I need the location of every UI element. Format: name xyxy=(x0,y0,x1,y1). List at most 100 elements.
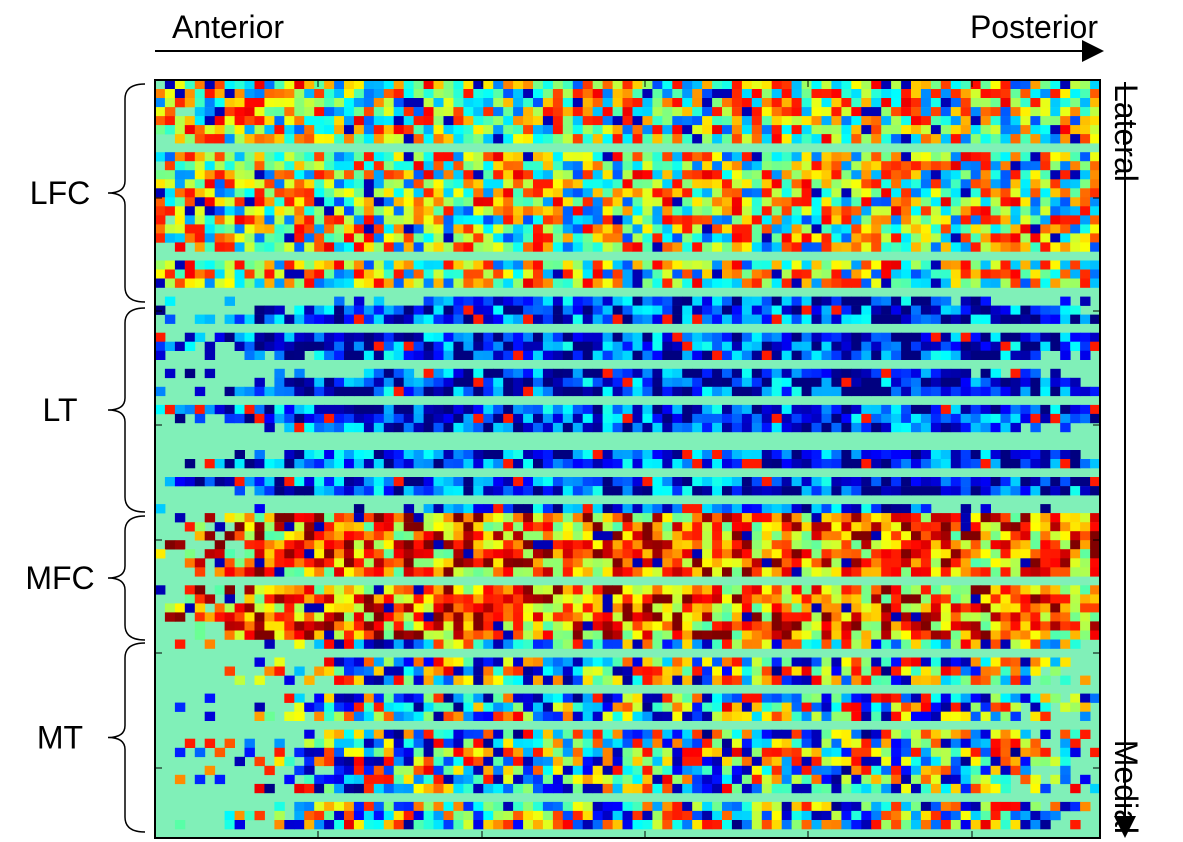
heat-cell xyxy=(950,368,962,379)
heat-cell xyxy=(344,197,355,207)
heat-cell xyxy=(801,134,812,144)
heat-cell xyxy=(662,422,673,433)
heat-cell xyxy=(791,603,802,613)
heat-cell xyxy=(920,422,932,433)
heat-cell xyxy=(851,152,862,162)
heat-cell xyxy=(334,161,345,171)
heat-cell xyxy=(632,116,643,126)
heat-cell xyxy=(811,161,822,171)
heat-cell xyxy=(722,161,733,171)
heat-cell xyxy=(751,404,763,415)
heat-cell xyxy=(602,224,613,234)
heat-cell xyxy=(682,125,693,135)
heat-cell xyxy=(562,98,574,108)
heat-cell xyxy=(1010,522,1021,532)
heat-cell xyxy=(632,558,643,568)
heat-cell xyxy=(622,116,633,126)
heat-cell xyxy=(155,504,166,514)
heat-cell xyxy=(1080,80,1091,90)
heat-cell xyxy=(1030,305,1041,315)
heat-cell xyxy=(284,314,295,324)
heat-cell xyxy=(244,341,255,351)
heat-cell xyxy=(901,170,912,180)
heat-cell xyxy=(930,233,942,243)
heat-cell xyxy=(871,540,882,550)
heat-cell xyxy=(194,594,206,604)
heat-cell xyxy=(731,296,743,306)
heat-cell xyxy=(383,477,395,487)
heat-cell xyxy=(891,522,902,532)
heat-cell xyxy=(751,531,763,541)
heat-cell xyxy=(692,639,703,649)
heat-cell xyxy=(741,386,753,397)
heat-cell xyxy=(274,459,285,469)
heat-cell xyxy=(881,413,892,424)
heat-cell xyxy=(980,558,991,568)
heat-cell xyxy=(851,305,862,315)
heat-cell xyxy=(682,693,693,703)
heat-cell xyxy=(741,179,753,189)
heat-cell xyxy=(433,278,444,288)
heat-cell xyxy=(801,594,812,604)
heat-cell xyxy=(652,413,663,424)
heat-cell xyxy=(851,657,862,667)
heat-cell xyxy=(453,152,464,162)
heat-cell xyxy=(901,666,912,676)
heat-cell xyxy=(403,197,415,207)
heat-cell xyxy=(194,612,206,622)
heat-cell xyxy=(702,152,713,162)
heat-cell xyxy=(244,549,255,559)
heat-cell xyxy=(930,666,942,676)
heat-cell xyxy=(851,666,862,676)
heat-cell xyxy=(602,585,613,595)
heat-cell xyxy=(443,242,454,252)
heat-cell xyxy=(930,459,942,469)
heat-cell xyxy=(741,368,753,379)
heat-cell xyxy=(821,233,832,243)
heat-cell xyxy=(423,675,434,685)
heat-cell xyxy=(493,558,504,568)
heat-cell xyxy=(751,197,763,207)
heat-cell xyxy=(254,233,265,243)
heat-cell xyxy=(483,296,494,306)
heat-cell xyxy=(1040,513,1051,523)
heat-cell xyxy=(801,386,812,397)
heat-cell xyxy=(841,305,852,315)
heat-cell xyxy=(1000,459,1011,469)
heat-cell xyxy=(731,368,743,379)
heat-cell xyxy=(920,179,932,189)
heat-cell xyxy=(403,666,415,676)
heat-cell xyxy=(214,170,226,180)
heat-cell xyxy=(612,450,623,460)
heat-cell xyxy=(821,341,832,351)
heat-cell xyxy=(642,116,653,126)
heat-cell xyxy=(503,486,514,496)
heat-cell xyxy=(602,486,613,496)
heat-cell xyxy=(184,224,196,234)
heat-cell xyxy=(920,549,932,559)
heat-cell xyxy=(1080,206,1091,216)
heat-cell xyxy=(811,278,822,288)
heat-cell xyxy=(274,657,285,667)
heat-cell xyxy=(334,296,345,306)
heat-cell xyxy=(901,314,912,324)
heat-cell xyxy=(911,450,922,460)
heat-cell xyxy=(344,116,355,126)
heat-cell xyxy=(552,639,564,649)
heat-cell xyxy=(871,422,882,433)
heat-cell xyxy=(722,278,733,288)
heat-cell xyxy=(363,657,375,667)
heat-cell xyxy=(761,675,773,685)
heat-cell xyxy=(692,413,703,424)
heat-cell xyxy=(970,98,982,108)
heat-cell xyxy=(274,98,285,108)
heat-cell xyxy=(801,675,812,685)
heat-cell xyxy=(542,134,554,144)
heat-cell xyxy=(463,657,474,667)
heat-cell xyxy=(533,341,544,351)
heat-cell xyxy=(1050,314,1061,324)
heat-cell xyxy=(1010,657,1021,667)
heat-cell xyxy=(652,422,663,433)
heat-cell xyxy=(692,269,703,279)
heat-cell xyxy=(682,233,693,243)
